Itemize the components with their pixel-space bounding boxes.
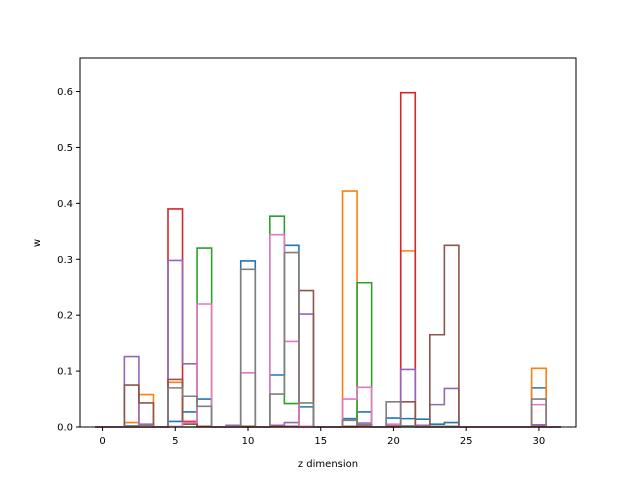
y-tick-label: 0.4 bbox=[57, 199, 73, 210]
plot-frame bbox=[79, 57, 577, 428]
x-tick-label: 25 bbox=[460, 436, 473, 447]
x-tick-label: 30 bbox=[533, 436, 546, 447]
x-tick-label: 15 bbox=[314, 436, 327, 447]
x-axis-label: z dimension bbox=[298, 459, 358, 470]
y-tick-label: 0.3 bbox=[57, 255, 73, 266]
x-tick-label: 20 bbox=[387, 436, 400, 447]
y-axis: 0.0 0.1 0.2 0.3 0.4 0.5 0.6 bbox=[57, 87, 80, 434]
x-tick-label: 0 bbox=[99, 436, 105, 447]
x-tick-label: 10 bbox=[242, 436, 255, 447]
y-tick-label: 0.1 bbox=[57, 367, 73, 378]
y-tick-label: 0.6 bbox=[57, 87, 73, 98]
y-tick-label: 0.5 bbox=[57, 143, 73, 154]
y-tick-label: 0.0 bbox=[57, 423, 73, 434]
y-tick-label: 0.2 bbox=[57, 311, 73, 322]
x-axis: 0 5 10 15 20 25 30 bbox=[99, 427, 545, 447]
y-axis-label: w bbox=[32, 239, 43, 247]
x-tick-label: 5 bbox=[172, 436, 178, 447]
